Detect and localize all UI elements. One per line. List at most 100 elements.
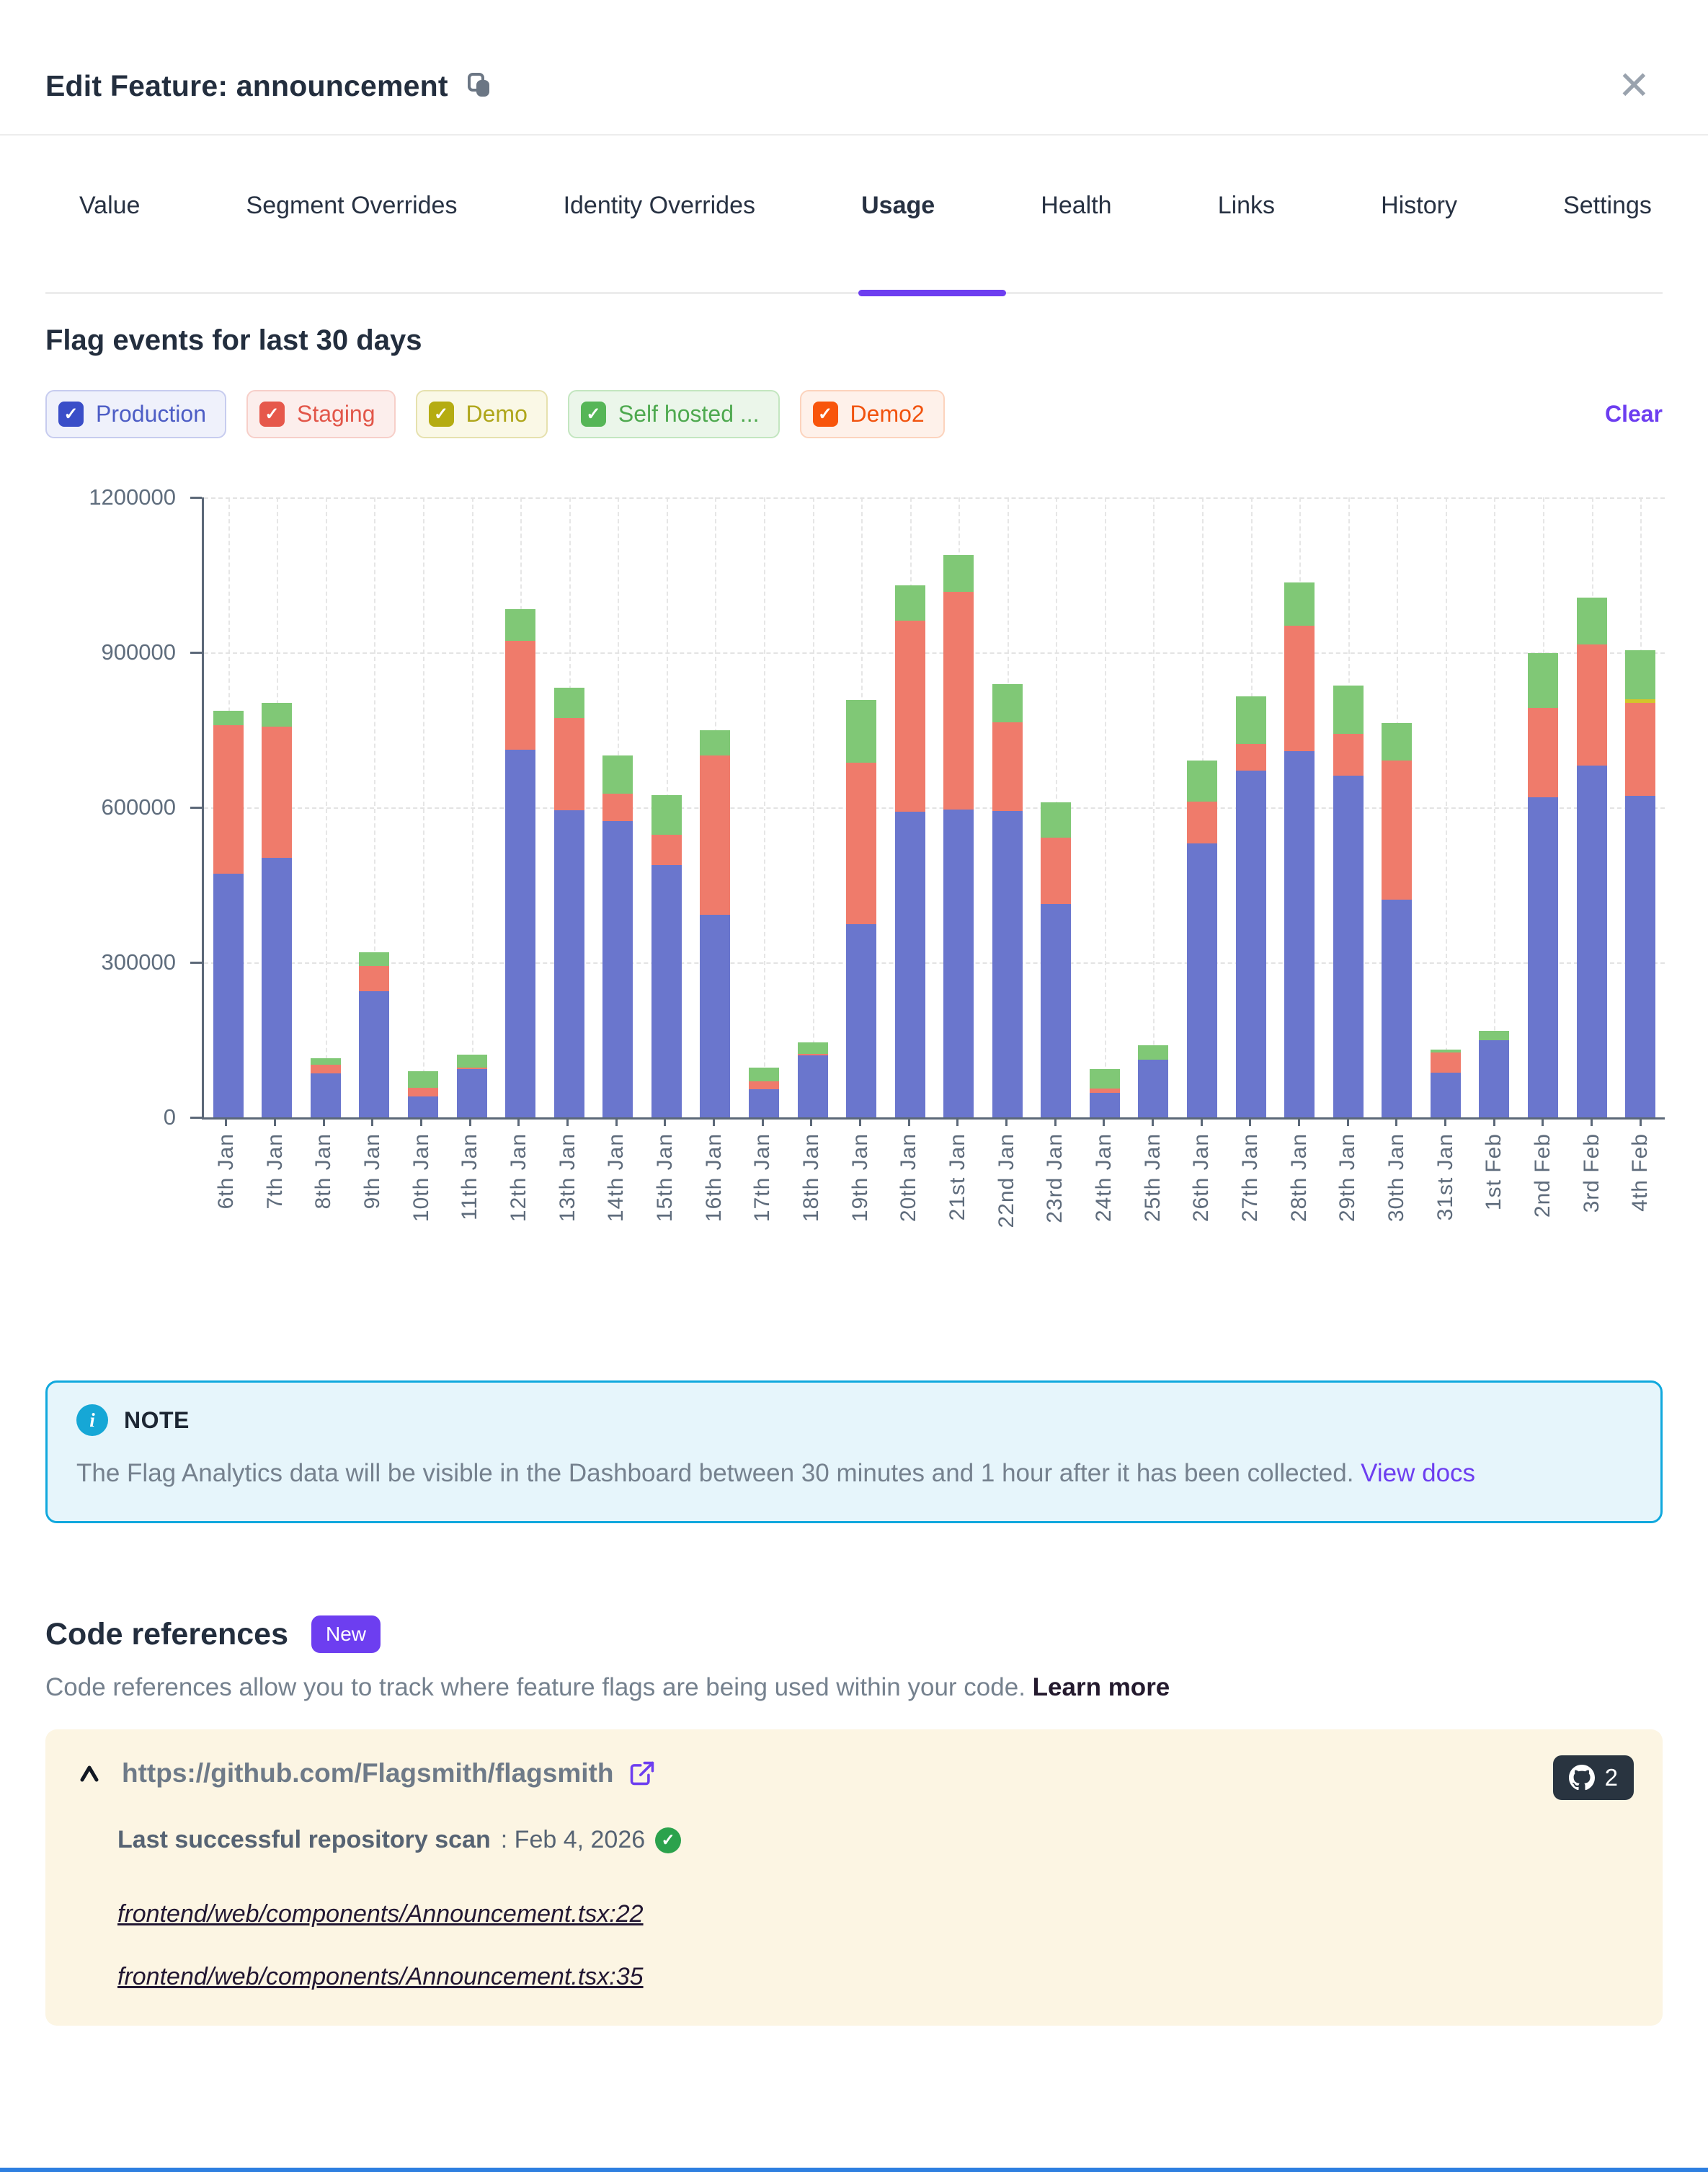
bar-segment-self-hosted (1625, 650, 1656, 700)
bar-segment-self-hosted (602, 755, 633, 794)
bar-slot (1567, 497, 1616, 1117)
env-chip-label: Self hosted ... (618, 401, 760, 427)
checkbox-checked-icon[interactable]: ✓ (812, 402, 838, 427)
bar-segment-self-hosted (1430, 1050, 1461, 1053)
tab-segment-overrides[interactable]: Segment Overrides (246, 192, 458, 219)
tab-identity-overrides[interactable]: Identity Overrides (563, 192, 756, 219)
tab-health[interactable]: Health (1041, 192, 1112, 219)
stacked-bar-3rd-feb (1576, 598, 1607, 1117)
x-axis-slot: 25th Jan (1129, 1117, 1178, 1228)
env-chip-demo2[interactable]: ✓ Demo2 (799, 390, 945, 438)
x-axis-tick-label: 28th Jan (1286, 1133, 1311, 1223)
stacked-bar-30th-jan (1382, 723, 1413, 1117)
x-axis-slot: 2nd Feb (1518, 1117, 1567, 1228)
view-docs-link[interactable]: View docs (1361, 1459, 1476, 1488)
tab-value[interactable]: Value (79, 192, 141, 219)
repo-url-link[interactable]: https://github.com/Flagsmith/flagsmith (122, 1758, 657, 1788)
bar-slot (1275, 497, 1324, 1117)
checkbox-checked-icon[interactable]: ✓ (580, 402, 606, 427)
code-references-heading: Code references (45, 1616, 288, 1652)
bar-segment-self-hosted (846, 699, 877, 763)
new-badge: New (311, 1615, 381, 1654)
bar-segment-production (700, 915, 731, 1117)
env-chip-production[interactable]: ✓ Production (45, 390, 226, 438)
bar-segment-staging (1527, 707, 1558, 797)
x-axis-tick-label: 29th Jan (1335, 1133, 1360, 1223)
bar-segment-production (992, 811, 1023, 1117)
env-chip-demo[interactable]: ✓ Demo (415, 390, 548, 438)
x-axis-tick-label: 16th Jan (701, 1133, 726, 1223)
chart-plot-area (190, 496, 1665, 1120)
stacked-bar-20th-jan (894, 585, 925, 1117)
x-axis-slot: 12th Jan (494, 1117, 543, 1228)
bar-segment-self-hosted (1138, 1045, 1169, 1060)
bar-segment-production (1333, 776, 1364, 1117)
checkbox-checked-icon[interactable]: ✓ (428, 402, 454, 427)
x-axis-slot: 17th Jan (738, 1117, 787, 1228)
bar-segment-demo (1625, 699, 1656, 703)
x-axis-tick-label: 18th Jan (799, 1133, 823, 1223)
code-reference-file-link[interactable]: frontend/web/components/Announcement.tsx… (117, 1900, 644, 1928)
bar-segment-production (1284, 750, 1315, 1117)
env-chip-label: Staging (296, 401, 375, 427)
github-count-badge[interactable]: 2 (1552, 1755, 1634, 1801)
bar-segment-production (1138, 1059, 1169, 1117)
tab-history[interactable]: History (1381, 192, 1457, 219)
collapse-chevron-icon[interactable] (77, 1763, 102, 1784)
bar-segment-staging (1187, 802, 1218, 844)
note-body: The Flag Analytics data will be visible … (76, 1452, 1503, 1495)
stacked-bar-28th-jan (1284, 582, 1315, 1117)
env-chip-self-hosted[interactable]: ✓ Self hosted ... (567, 390, 780, 438)
bar-segment-staging (1382, 760, 1413, 900)
stacked-bar-15th-jan (651, 794, 682, 1117)
stacked-bar-6th-jan (213, 711, 244, 1117)
bar-slot (886, 497, 935, 1117)
bar-segment-staging (1576, 644, 1607, 766)
tab-links[interactable]: Links (1217, 192, 1276, 219)
code-reference-file-link[interactable]: frontend/web/components/Announcement.tsx… (117, 1963, 644, 1991)
x-axis-tick (1249, 1117, 1252, 1126)
bar-segment-self-hosted (1527, 653, 1558, 708)
env-chip-label: Demo2 (850, 401, 925, 427)
bar-segment-production (456, 1068, 487, 1117)
x-axis-tick (1639, 1117, 1642, 1126)
x-axis-slot: 3rd Feb (1567, 1117, 1616, 1228)
learn-more-link[interactable]: Learn more (1032, 1673, 1170, 1702)
bar-segment-production (846, 923, 877, 1117)
stacked-bar-8th-jan (310, 1058, 341, 1117)
stacked-bar-12th-jan (505, 608, 536, 1117)
bar-segment-self-hosted (262, 702, 293, 727)
x-axis-slot: 26th Jan (1177, 1117, 1226, 1228)
tab-usage[interactable]: Usage (861, 192, 935, 219)
stacked-bar-21st-jan (943, 554, 974, 1117)
analytics-note: i NOTE The Flag Analytics data will be v… (45, 1380, 1663, 1524)
bar-segment-production (894, 812, 925, 1117)
bar-segment-self-hosted (1041, 802, 1072, 838)
bar-segment-self-hosted (1479, 1030, 1510, 1041)
bar-segment-self-hosted (359, 952, 390, 967)
env-chip-staging[interactable]: ✓ Staging (246, 390, 396, 438)
bar-slot (837, 497, 886, 1117)
info-icon: i (76, 1404, 108, 1437)
copy-icon[interactable] (467, 72, 493, 99)
checkbox-checked-icon[interactable]: ✓ (58, 402, 84, 427)
github-count: 2 (1604, 1764, 1618, 1791)
checkbox-checked-icon[interactable]: ✓ (259, 402, 285, 427)
stacked-bar-4th-feb (1625, 650, 1656, 1117)
close-icon[interactable]: ✕ (1617, 64, 1650, 107)
x-axis-tick (371, 1117, 374, 1126)
bottom-edge-strip (0, 2168, 1708, 2172)
bar-slot (1324, 497, 1373, 1117)
scan-label: Last successful repository scan (117, 1826, 491, 1854)
x-axis-tick (225, 1117, 228, 1126)
bar-slot (1373, 497, 1422, 1117)
x-axis-tick-label: 14th Jan (604, 1133, 628, 1223)
bar-slot (1227, 497, 1276, 1117)
stacked-bar-7th-jan (262, 702, 293, 1117)
x-axis-tick (761, 1117, 764, 1126)
bar-segment-staging (748, 1081, 779, 1089)
bar-segment-production (1041, 904, 1072, 1117)
tab-settings[interactable]: Settings (1563, 192, 1652, 219)
clear-filters-button[interactable]: Clear (1604, 401, 1663, 427)
stacked-bar-24th-jan (1089, 1068, 1120, 1117)
